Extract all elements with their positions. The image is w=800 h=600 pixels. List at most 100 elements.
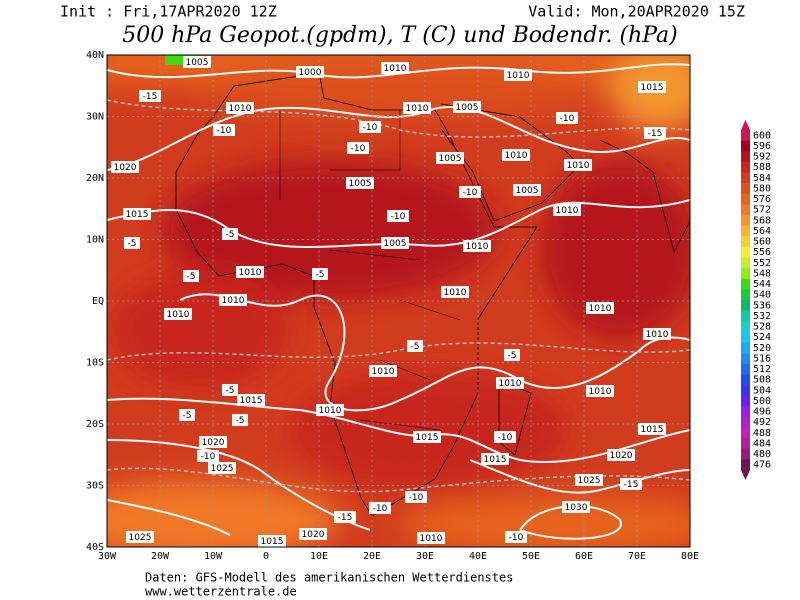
contour-label-box: [179, 409, 195, 421]
x-tick-label: 10E: [310, 551, 328, 562]
contour-label-box: [405, 491, 427, 503]
colorbar-swatch: [741, 438, 750, 450]
colorbar-label: 592: [753, 152, 771, 163]
contour-label-box: [575, 474, 603, 486]
colorbar-swatch: [741, 385, 750, 396]
x-tick-label: 30W: [98, 551, 117, 562]
colorbar-bottom-arrow: [741, 470, 750, 480]
colorbar-swatch: [741, 416, 750, 428]
colorbar-swatch: [741, 140, 750, 152]
contour-label: 1025: [578, 476, 601, 486]
contour-label: -10: [351, 144, 366, 154]
contour-label-box: [496, 377, 524, 389]
contour-label: 1020: [302, 530, 325, 540]
colorbar-label: 540: [753, 290, 771, 301]
contour-label-box: [299, 528, 327, 540]
y-tick-label: 10S: [86, 358, 104, 369]
contour-label-box: [481, 453, 509, 465]
contour-label: 1025: [211, 464, 234, 474]
colorbar-label: 568: [753, 215, 771, 226]
colorbar-top-arrow: [741, 120, 750, 130]
y-tick-label: 20N: [86, 173, 104, 184]
x-tick-label: 70E: [628, 551, 646, 562]
contour-label-box: [638, 423, 666, 435]
contour-label-box: [453, 101, 481, 113]
contour-label-box: [413, 431, 441, 443]
contour-label: 1010: [589, 304, 612, 314]
colorbar-label: 528: [753, 322, 771, 333]
contour-label: -10: [498, 433, 513, 443]
x-tick-label: 10W: [204, 551, 223, 562]
contour-label: 1005: [439, 154, 462, 164]
contour-label: 1010: [372, 367, 395, 377]
contour-label: -5: [236, 416, 245, 426]
colorbar-label: 556: [753, 247, 771, 258]
contour-label: 1010: [646, 330, 669, 340]
contour-label: 1010: [406, 104, 429, 114]
colorbar-label: 600: [753, 130, 771, 141]
contour-label-box: [441, 286, 469, 298]
map-title: 500 hPa Geopot.(gpdm), T (C) und Bodendr…: [122, 23, 678, 48]
colorbar-label: 476: [753, 460, 771, 471]
colorbar-label: 588: [753, 162, 771, 173]
colorbar-swatch: [741, 204, 750, 216]
contour-label-box: [236, 266, 264, 278]
colorbar-swatch: [741, 300, 750, 311]
colorbar-label: 496: [753, 407, 771, 418]
axis-labels: 30W 20W 10W 0 10E 20E 30E 40E 50E 60E 70E 80E 40N 30N…: [86, 50, 699, 562]
contour-label: -5: [187, 272, 196, 282]
contour-label: -10: [391, 212, 406, 222]
contour-label-box: [346, 177, 374, 189]
contour-label: 1010: [420, 534, 443, 544]
colorbar-swatch: [741, 406, 750, 418]
contour-label: -10: [463, 188, 478, 198]
colorbar-swatch: [741, 310, 750, 322]
contour-label-box: [607, 449, 635, 461]
contour-label-box: [556, 112, 578, 124]
contour-label-box: [237, 394, 265, 406]
contour-label-box: [553, 204, 581, 216]
contour-label-box: [213, 124, 235, 136]
y-tick-label: 30S: [86, 481, 104, 492]
contour-label: 1030: [565, 503, 588, 513]
colorbar-label: 544: [753, 279, 771, 290]
contour-label: -5: [508, 351, 517, 361]
contour-label: 1015: [240, 396, 263, 406]
x-tick-label: 30E: [416, 551, 434, 562]
colorbar-swatch: [741, 353, 750, 365]
colorbar-label: 508: [753, 375, 771, 386]
contour-label-box: [586, 302, 614, 314]
colorbar-label: 584: [753, 173, 771, 184]
contour-label-box: [139, 90, 161, 102]
contour-label-box: [417, 532, 445, 544]
contour-label-box: [463, 240, 491, 252]
contour-label-box: [359, 121, 381, 133]
contour-label-box: [312, 268, 328, 280]
colorbar-label: 576: [753, 194, 771, 205]
contour-label: 1010: [319, 406, 342, 416]
contour-label-box: [369, 365, 397, 377]
contour-label: 1020: [610, 451, 633, 461]
y-tick-label: 40N: [86, 50, 104, 61]
contour-label-box: [232, 414, 248, 426]
contour-label: 1020: [114, 163, 137, 173]
contour-label-box: [183, 56, 211, 68]
contour-label-box: [126, 531, 154, 543]
contour-label: -10: [373, 504, 388, 514]
x-tick-label: 80E: [681, 551, 699, 562]
colorbar-label: 536: [753, 300, 771, 311]
colorbar-label: 520: [753, 343, 771, 354]
contour-label-box: [258, 535, 286, 547]
colorbar-label: 580: [753, 183, 771, 194]
colorbar-swatch: [741, 193, 750, 205]
contour-label: 1015: [416, 433, 439, 443]
contour-label-box: [369, 502, 391, 514]
colorbar-label: 596: [753, 141, 771, 152]
colorbar-swatch: [741, 363, 750, 375]
contour-label: -15: [624, 480, 639, 490]
contour-label-box: [562, 501, 590, 513]
colorbar-label: 524: [753, 332, 771, 343]
contour-label-box: [199, 436, 227, 448]
x-tick-label: 60E: [575, 551, 593, 562]
